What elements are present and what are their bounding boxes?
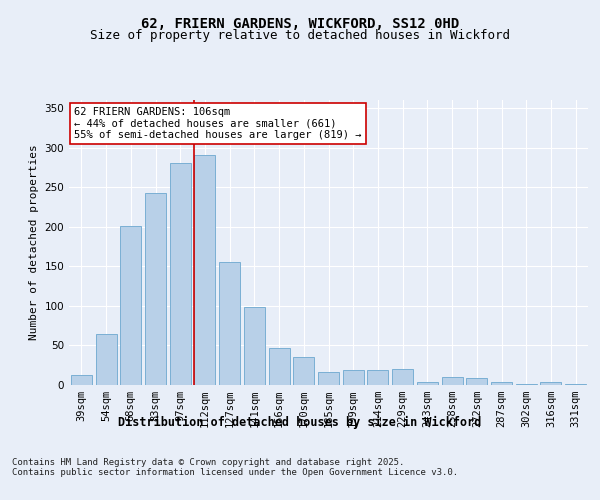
Bar — [343, 370, 364, 385]
Bar — [318, 372, 339, 385]
Bar — [541, 382, 562, 385]
Bar — [219, 262, 240, 385]
Bar — [466, 378, 487, 385]
Bar — [95, 334, 116, 385]
Bar — [120, 226, 141, 385]
Bar — [293, 358, 314, 385]
Bar — [71, 374, 92, 385]
Bar — [269, 348, 290, 385]
Bar — [442, 377, 463, 385]
Text: 62 FRIERN GARDENS: 106sqm
← 44% of detached houses are smaller (661)
55% of semi: 62 FRIERN GARDENS: 106sqm ← 44% of detac… — [74, 107, 362, 140]
Bar — [516, 384, 537, 385]
Bar — [417, 382, 438, 385]
Text: Size of property relative to detached houses in Wickford: Size of property relative to detached ho… — [90, 29, 510, 42]
Y-axis label: Number of detached properties: Number of detached properties — [29, 144, 39, 340]
Bar — [565, 384, 586, 385]
Bar — [367, 370, 388, 385]
Bar — [170, 162, 191, 385]
Bar — [145, 192, 166, 385]
Bar — [244, 308, 265, 385]
Text: Contains HM Land Registry data © Crown copyright and database right 2025.
Contai: Contains HM Land Registry data © Crown c… — [12, 458, 458, 477]
Text: Distribution of detached houses by size in Wickford: Distribution of detached houses by size … — [118, 416, 482, 429]
Bar — [392, 369, 413, 385]
Bar — [491, 382, 512, 385]
Text: 62, FRIERN GARDENS, WICKFORD, SS12 0HD: 62, FRIERN GARDENS, WICKFORD, SS12 0HD — [141, 18, 459, 32]
Bar — [194, 156, 215, 385]
